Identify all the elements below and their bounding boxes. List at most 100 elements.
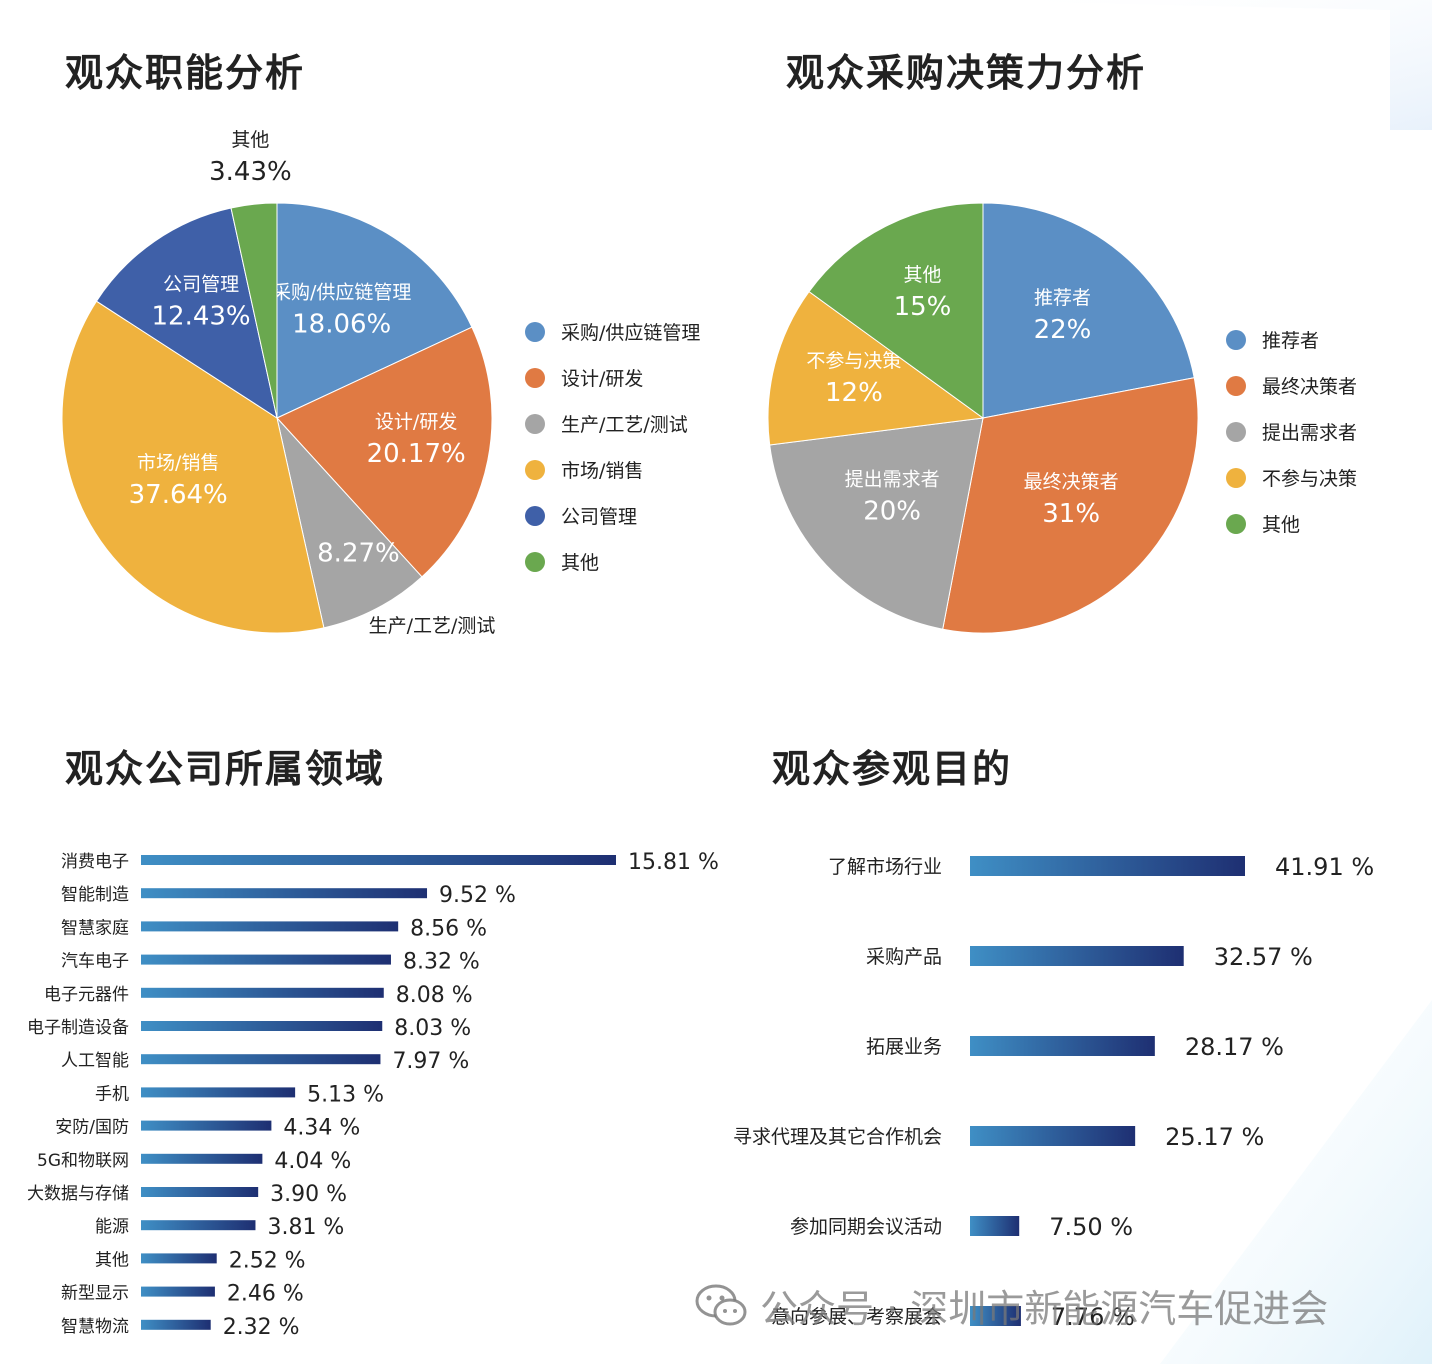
pie-slice-0 <box>276 202 473 419</box>
industry-bar-chart: 消费电子 15.81 % 智能制造 9.52 % 智慧家庭 8.56 % 汽车电子 8.32 … <box>27 850 719 1340</box>
pie-slice-value: 15% <box>894 292 952 322</box>
bar <box>141 1153 263 1164</box>
bar-category-label: 大数据与存储 <box>27 1184 129 1204</box>
wechat-icon <box>695 1284 747 1325</box>
bar-value-label: 25.17 % <box>1165 1123 1264 1151</box>
bar-category-label: 智慧家庭 <box>61 918 129 938</box>
legend-swatch <box>525 413 545 434</box>
pie-slice-value: 20% <box>863 496 921 526</box>
bar-category-label: 其他 <box>95 1250 129 1270</box>
legend-label: 生产/工艺/测试 <box>561 414 688 436</box>
bar <box>141 1187 259 1197</box>
legend-swatch <box>1226 375 1246 396</box>
bar <box>141 888 428 899</box>
purpose-bar-chart: 了解市场行业 41.91 % 采购产品 32.57 % 拓展业务 28.17 % 寻求代理及… <box>733 853 1374 1331</box>
legend-label: 市场/销售 <box>561 460 644 482</box>
pie-slice-1 <box>276 326 493 578</box>
legend-label: 最终决策者 <box>1262 376 1358 398</box>
bar-value-label: 41.91 % <box>1275 853 1374 881</box>
purpose-chart-title: 观众参观目的 <box>772 747 1013 791</box>
pie-slice-value: 12% <box>825 378 883 408</box>
pie-slice-5 <box>230 202 278 419</box>
bar <box>141 1087 296 1098</box>
bar-value-label: 8.56 % <box>410 916 487 941</box>
bar-category-label: 5G和物联网 <box>37 1151 129 1171</box>
pie-slice-label: 设计/研发 <box>375 411 457 433</box>
bar-value-label: 2.46 % <box>227 1282 304 1307</box>
bar-value-label: 28.17 % <box>1185 1033 1284 1061</box>
bar-category-label: 参加同期会议活动 <box>790 1216 942 1238</box>
legend-swatch <box>1226 329 1246 350</box>
legend-item: 其他 <box>525 548 599 575</box>
pie-slice-label: 提出需求者 <box>845 468 940 490</box>
watermark: 公众号 · 深圳市新能源汽车促进会 <box>694 1278 1328 1333</box>
pie-slice-value: 12.43% <box>152 301 251 331</box>
bar <box>141 1054 381 1065</box>
bar-category-label: 人工智能 <box>61 1051 129 1071</box>
bar-value-label: 3.81 % <box>267 1215 344 1240</box>
legend-item: 生产/工艺/测试 <box>525 410 688 437</box>
bar <box>141 921 399 932</box>
bar-value-label: 32.57 % <box>1214 943 1313 971</box>
bar <box>141 1021 383 1031</box>
legend-label: 公司管理 <box>561 506 638 528</box>
pie-slice-4 <box>95 207 278 420</box>
watermark-text: 公众号 · 深圳市新能源汽车促进会 <box>760 1287 1329 1331</box>
pie-slice-value: 22% <box>1034 315 1092 345</box>
pie-slice-3 <box>767 290 985 446</box>
decision-pie-chart: 推荐者 22% 最终决策者 31% 提出需求者 20% 不参与决策 12% 其他 15% <box>767 202 1199 634</box>
legend-item: 采购/供应链管理 <box>525 318 700 345</box>
legend-item: 不参与决策 <box>1226 464 1357 491</box>
bar-value-label: 7.97 % <box>392 1049 469 1074</box>
pie-slice-label: 推荐者 <box>1034 287 1091 309</box>
legend-label: 推荐者 <box>1262 330 1320 352</box>
pie-slice-label: 不参与决策 <box>806 350 901 372</box>
legend-label: 采购/供应链管理 <box>561 322 701 344</box>
bar <box>970 1306 1021 1326</box>
pie-slice-value: 37.64% <box>129 480 228 510</box>
pie-slice-0 <box>982 202 1195 419</box>
bar-value-label: 15.81 % <box>628 850 719 875</box>
bar-category-label: 汽车电子 <box>61 952 129 972</box>
bar-value-label: 9.52 % <box>439 883 516 908</box>
bar-value-label: 7.50 % <box>1049 1213 1133 1241</box>
pie-slice-4 <box>808 202 984 419</box>
bar <box>141 954 391 965</box>
industry-chart-title: 观众公司所属领域 <box>65 747 386 791</box>
pie-slice-value: 20.17% <box>367 439 466 469</box>
bar-category-label: 智能制造 <box>61 885 129 905</box>
pie-slice-label: 市场/销售 <box>137 452 219 474</box>
bar-value-label: 7.76 % <box>1051 1303 1135 1331</box>
bar-category-label: 电子元器件 <box>44 985 129 1005</box>
bar <box>141 1120 272 1131</box>
function-pie-chart: 采购/供应链管理 18.06% 设计/研发 20.17% 8.27% 市场/销售 37.64… <box>61 130 495 637</box>
bar <box>141 987 384 998</box>
bar-category-label: 消费电子 <box>61 852 129 872</box>
bar-value-label: 5.13 % <box>307 1082 384 1107</box>
bar-category-label: 拓展业务 <box>866 1036 942 1058</box>
pie-slice-label: 最终决策者 <box>1024 471 1119 493</box>
bar-category-label: 能源 <box>95 1217 129 1237</box>
legend-label: 其他 <box>561 552 600 574</box>
bar-value-label: 3.90 % <box>270 1182 347 1207</box>
bar-category-label: 寻求代理及其它合作机会 <box>733 1126 942 1148</box>
bar-value-label: 8.32 % <box>403 950 480 975</box>
pie-slice-value: 31% <box>1042 499 1100 529</box>
legend-item: 设计/研发 <box>525 364 643 391</box>
bar-value-label: 4.04 % <box>274 1149 351 1174</box>
legend-item: 推荐者 <box>1226 326 1319 353</box>
pie-slice-value: 18.06% <box>292 309 391 339</box>
legend-swatch <box>525 367 545 388</box>
bar-category-label: 手机 <box>95 1084 129 1104</box>
pie-slice-label: 公司管理 <box>163 273 239 295</box>
bar-category-label: 采购产品 <box>866 946 942 968</box>
legend-label: 其他 <box>1262 514 1301 536</box>
legend-swatch <box>1226 467 1246 488</box>
function-chart-title: 观众职能分析 <box>65 51 306 95</box>
legend-label: 不参与决策 <box>1262 468 1358 490</box>
decision-chart-title: 观众采购决策力分析 <box>786 51 1147 95</box>
legend-item: 市场/销售 <box>525 456 643 483</box>
bar <box>970 946 1184 966</box>
bar-value-label: 2.32 % <box>223 1315 300 1340</box>
pie-slice-3 <box>61 300 325 634</box>
